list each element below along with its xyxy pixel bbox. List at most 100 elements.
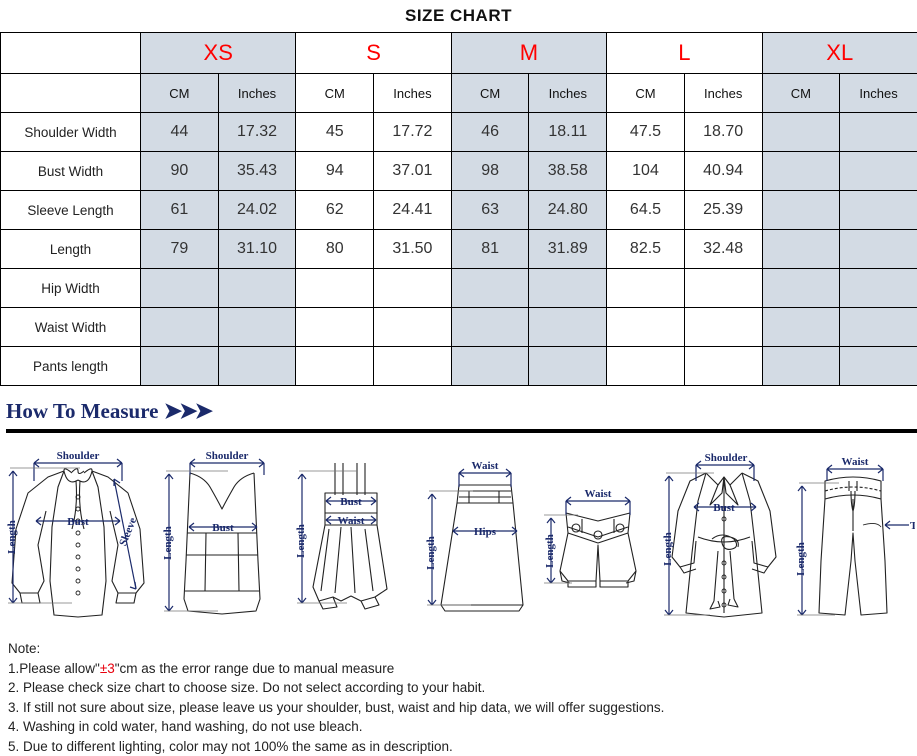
diagram-tank-top: Shoulder Bust Length xyxy=(158,441,286,631)
table-cell xyxy=(840,308,917,347)
diagram-label-length: Length xyxy=(295,524,307,558)
table-cell: 47.5 xyxy=(607,113,685,152)
table-cell xyxy=(529,269,607,308)
chevrons-icon: ➤➤➤ xyxy=(164,398,210,423)
table-cell xyxy=(451,347,529,386)
how-to-measure-title: How To Measure ➤➤➤ xyxy=(6,398,210,424)
table-cell xyxy=(840,113,917,152)
size-header-m: M xyxy=(451,33,606,74)
measurement-diagrams: Shoulder Bust Length Sleeve xyxy=(0,433,917,631)
table-cell: 44 xyxy=(141,113,219,152)
table-cell xyxy=(762,191,840,230)
how-to-measure-heading-text: How To Measure xyxy=(6,399,164,423)
diagram-label-length: Length xyxy=(6,520,18,554)
note-1-part-a: 1.Please allow" xyxy=(8,661,100,676)
table-cell: 98 xyxy=(451,152,529,191)
table-cell xyxy=(840,269,917,308)
unit-corner-cell xyxy=(1,74,141,113)
table-cell xyxy=(451,308,529,347)
diagram-shorts: Waist Length xyxy=(538,441,656,631)
table-cell xyxy=(840,152,917,191)
table-cell: 79 xyxy=(141,230,219,269)
table-cell xyxy=(218,269,296,308)
table-cell: 62 xyxy=(296,191,374,230)
table-cell xyxy=(762,113,840,152)
table-cell xyxy=(684,269,762,308)
unit-header-xs-cm: CM xyxy=(141,74,219,113)
diagram-label-waist: Waist xyxy=(585,488,612,500)
row-label: Shoulder Width xyxy=(1,113,141,152)
note-1-part-b: "cm as the error range due to manual mea… xyxy=(115,661,394,676)
diagram-label-bust: Bust xyxy=(713,502,735,514)
diagram-label-bust: Bust xyxy=(67,516,89,528)
table-cell: 94 xyxy=(296,152,374,191)
table-cell xyxy=(141,269,219,308)
unit-header-m-inches: Inches xyxy=(529,74,607,113)
table-cell: 61 xyxy=(141,191,219,230)
diagram-label-bust: Bust xyxy=(340,496,362,508)
table-cell: 18.70 xyxy=(684,113,762,152)
diagram-label-waist: Waist xyxy=(338,515,365,527)
diagram-label-length: Length xyxy=(162,526,174,560)
diagram-label-shoulder: Shoulder xyxy=(57,450,100,462)
table-cell: 38.58 xyxy=(529,152,607,191)
how-to-measure-section: How To Measure ➤➤➤ xyxy=(0,386,917,433)
table-cell xyxy=(141,308,219,347)
notes-section: Note: 1.Please allow"±3"cm as the error … xyxy=(0,631,917,756)
table-cell: 82.5 xyxy=(607,230,685,269)
diagram-blouse: Shoulder Bust Length Sleeve xyxy=(2,441,154,631)
diagram-label-waist: Waist xyxy=(471,460,498,472)
row-label: Pants length xyxy=(1,347,141,386)
table-cell: 17.72 xyxy=(374,113,452,152)
diagram-label-length: Length xyxy=(662,532,674,566)
diagram-label-length: Length xyxy=(425,536,437,570)
table-cell xyxy=(840,191,917,230)
table-cell xyxy=(296,347,374,386)
table-cell xyxy=(840,230,917,269)
diagram-label-shoulder: Shoulder xyxy=(205,450,248,462)
table-cell: 46 xyxy=(451,113,529,152)
diagram-label-hips: Hips xyxy=(473,526,496,538)
table-cell: 37.01 xyxy=(374,152,452,191)
diagram-coat: Shoulder Bust Length xyxy=(660,441,788,631)
table-corner-cell xyxy=(1,33,141,74)
size-header-xl: XL xyxy=(762,33,917,74)
diagram-label-waist: Waist xyxy=(842,456,869,468)
unit-header-l-inches: Inches xyxy=(684,74,762,113)
table-cell: 24.41 xyxy=(374,191,452,230)
unit-header-xs-inches: Inches xyxy=(218,74,296,113)
table-cell xyxy=(218,308,296,347)
table-cell xyxy=(762,152,840,191)
table-row: Pants length xyxy=(1,347,917,386)
table-cell: 32.48 xyxy=(684,230,762,269)
size-header-l: L xyxy=(607,33,762,74)
table-cell xyxy=(296,308,374,347)
table-cell xyxy=(218,347,296,386)
table-cell xyxy=(762,230,840,269)
diagram-label-sleeve: Sleeve xyxy=(117,516,139,548)
table-cell xyxy=(762,308,840,347)
table-cell: 17.32 xyxy=(218,113,296,152)
diagram-pants: Waist Length Thigh xyxy=(791,441,915,631)
diagram-label-thigh: Thigh xyxy=(910,520,915,532)
page-title: SIZE CHART xyxy=(0,0,917,32)
table-cell: 90 xyxy=(141,152,219,191)
unit-header-m-cm: CM xyxy=(451,74,529,113)
table-cell: 31.50 xyxy=(374,230,452,269)
note-1-tolerance: ±3 xyxy=(100,661,115,676)
table-cell: 31.89 xyxy=(529,230,607,269)
table-cell: 104 xyxy=(607,152,685,191)
note-line-4: 4. Washing in cold water, hand washing, … xyxy=(8,717,917,737)
table-cell xyxy=(607,347,685,386)
table-cell xyxy=(374,308,452,347)
unit-header-s-cm: CM xyxy=(296,74,374,113)
table-cell: 45 xyxy=(296,113,374,152)
table-cell xyxy=(762,269,840,308)
table-cell xyxy=(607,269,685,308)
diagram-dress: Bust Waist Length xyxy=(289,441,407,631)
table-cell: 35.43 xyxy=(218,152,296,191)
